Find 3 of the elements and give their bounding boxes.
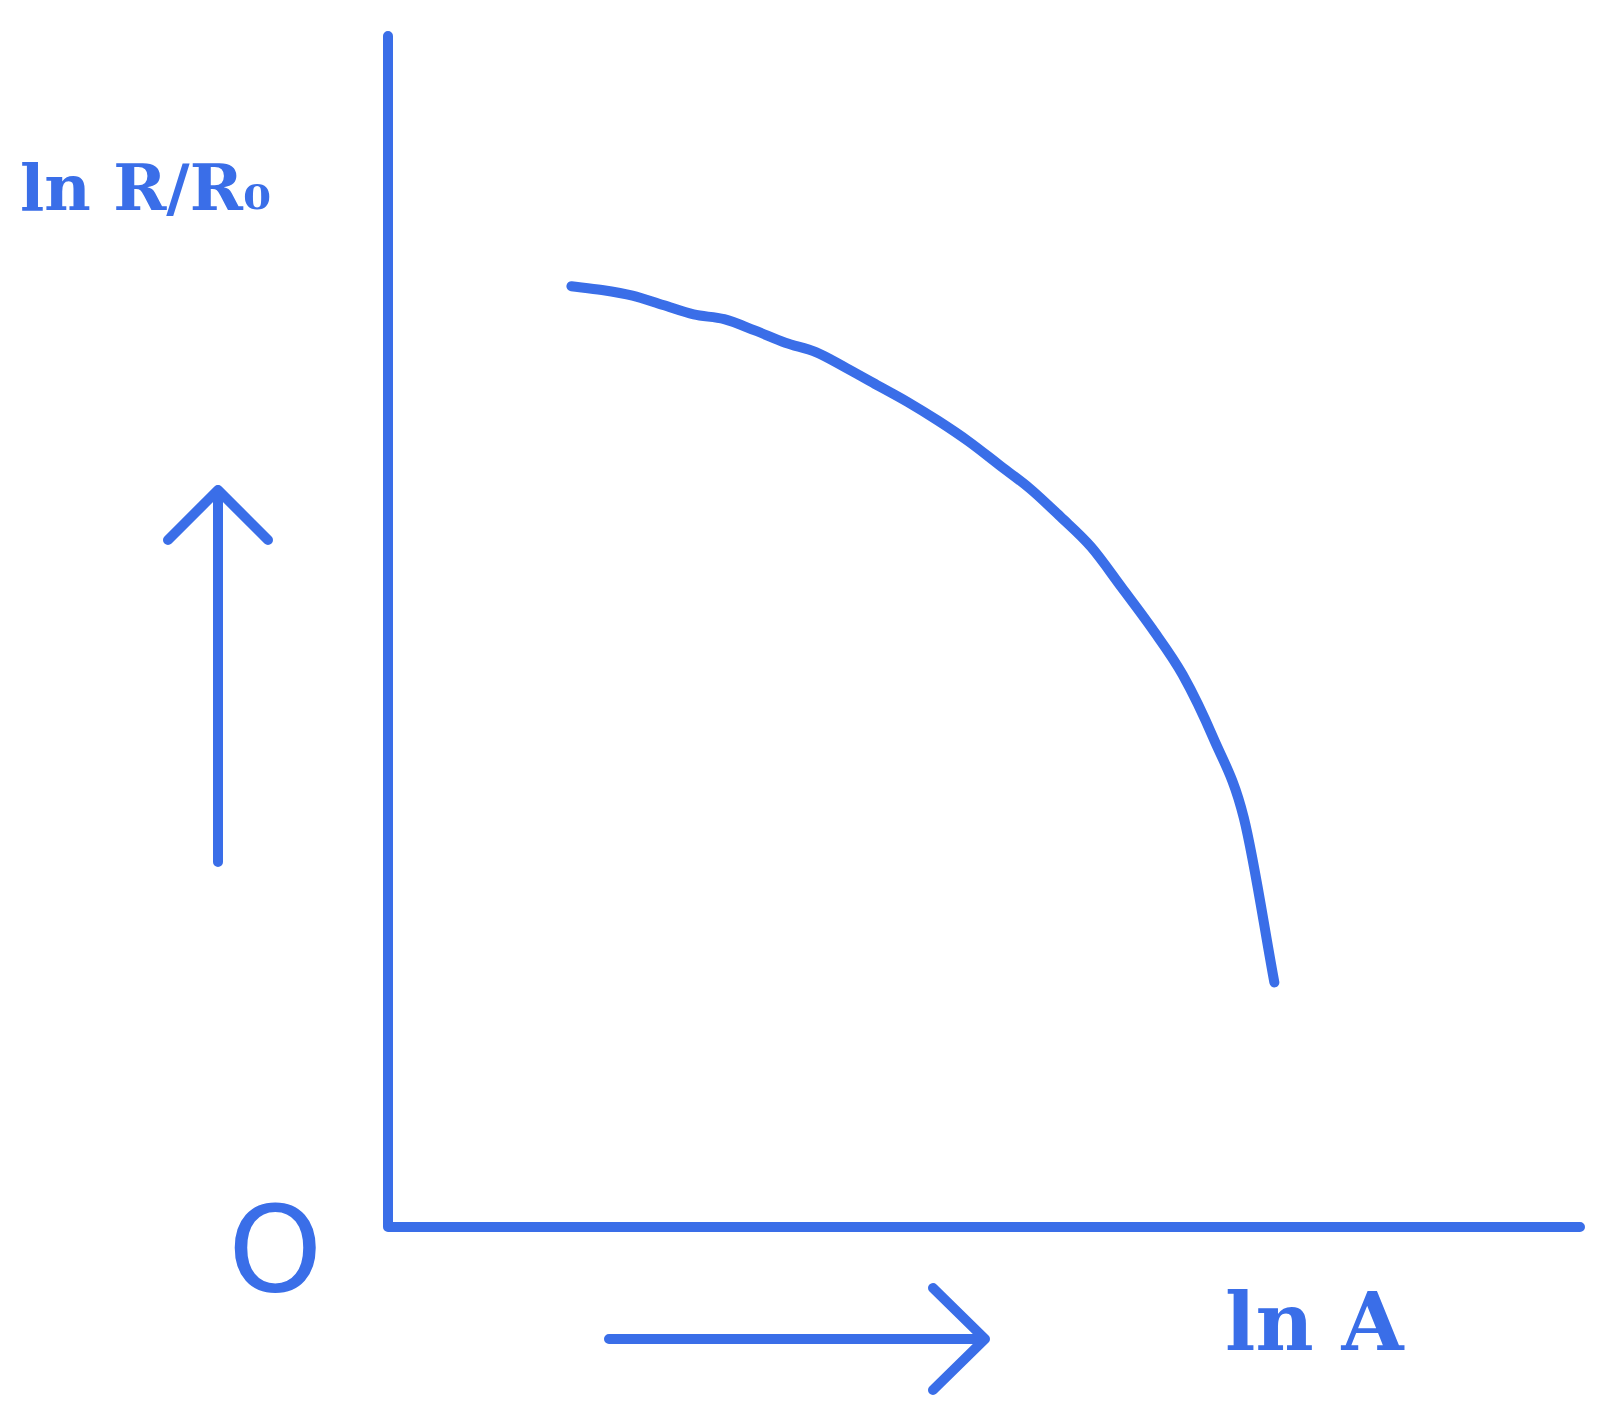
y-axis-title: ln R/R₀ — [20, 150, 271, 225]
x-axis-title: ln A — [1225, 1275, 1404, 1369]
text: O — [228, 1180, 323, 1319]
